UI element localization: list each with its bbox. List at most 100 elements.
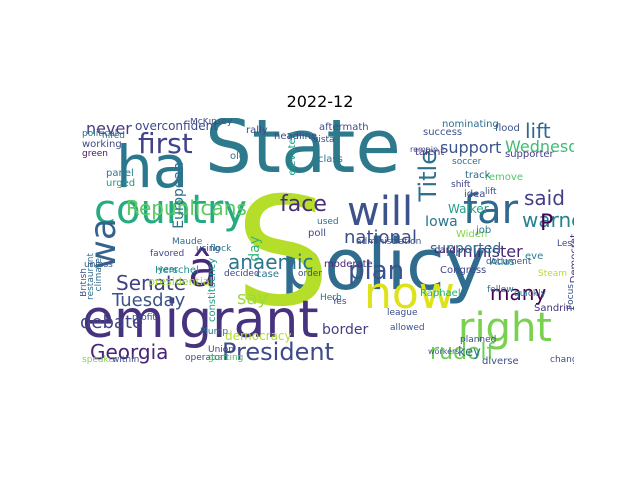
word-hired: hired — [102, 131, 125, 141]
word-maude: Maude — [172, 237, 203, 247]
word-job: job — [476, 225, 492, 236]
word-rudolf: rudolf — [430, 340, 495, 365]
word-widen: Widen — [456, 229, 488, 240]
word-herb: Herb — [320, 293, 342, 303]
word-class: class — [318, 154, 343, 165]
word-moderate: moderate — [324, 259, 373, 270]
word-document: document — [486, 257, 532, 267]
word-shift: shift — [451, 180, 471, 190]
word-league: league — [387, 308, 418, 318]
word-country: country — [94, 187, 247, 233]
word-said: said — [524, 186, 565, 210]
word-wednesday: Wednesday — [505, 137, 574, 156]
word-iowa: Iowa — [425, 214, 458, 230]
word-success: success — [423, 127, 463, 138]
word-never: never — [86, 119, 132, 138]
word-emigrant: emigrant — [82, 290, 319, 350]
word-eve: eve — [525, 251, 544, 262]
word-atlas: Atlas — [490, 257, 515, 268]
word-state: State — [205, 118, 401, 190]
word-support: support — [440, 138, 502, 157]
word-vista: vista — [313, 135, 335, 145]
word-plan: plan — [348, 256, 405, 286]
word-will: will — [347, 189, 414, 235]
word-order: order — [298, 269, 322, 279]
word-card: card — [434, 245, 456, 256]
word-year: year — [158, 265, 179, 275]
word-key: key — [458, 345, 481, 360]
word-union: Union — [208, 345, 235, 355]
word-used: used — [317, 217, 339, 227]
word-lift: lift — [525, 119, 551, 143]
word-old: old — [230, 151, 246, 162]
word-s: S — [235, 166, 331, 340]
word-warned: warned — [522, 208, 574, 232]
word-urged: urged — [106, 178, 136, 189]
word-remain: remain — [410, 145, 439, 154]
word-yes: Yes — [332, 297, 347, 307]
word-border: border — [322, 322, 369, 338]
word-georgia: Georgia — [90, 340, 169, 364]
word-president: President — [222, 338, 334, 365]
word-national: national — [344, 227, 417, 248]
word-using: using — [196, 244, 221, 254]
word-quickly: quickly — [514, 289, 546, 299]
word-administration: administration — [356, 237, 422, 247]
word-allowed: allowed — [390, 323, 425, 333]
word-less: Less — [557, 239, 574, 249]
word-operator: operator — [185, 353, 224, 363]
word-climate: climate — [94, 258, 104, 292]
word-diverse: diverse — [482, 356, 519, 366]
word-decided: decided — [224, 269, 260, 279]
word-ha: ha — [116, 133, 189, 201]
word-panel: panel — [106, 168, 134, 179]
word-minister: minister — [457, 242, 523, 261]
word-face: face — [280, 192, 327, 217]
word-green: green — [82, 149, 108, 159]
word-sandrine: Sandrine — [534, 303, 574, 314]
word-presidential: presidential — [148, 275, 213, 288]
word-remove: remove — [485, 172, 523, 183]
word-democracy: democracy — [225, 329, 292, 343]
word-fellow: fellow — [487, 285, 514, 295]
word-grafting: grafting — [208, 353, 244, 363]
word-aftermath: aftermath — [319, 122, 369, 133]
word-constituency: constituency — [207, 258, 218, 323]
word-change: change — [550, 355, 574, 365]
word-congress: Congress — [440, 265, 487, 276]
word-supported: supported — [430, 241, 502, 257]
figure-title: 2022-12 — [286, 92, 354, 111]
word-rally: rally — [246, 125, 268, 136]
word-flock: flock — [210, 244, 232, 254]
word-walker: Walker — [448, 202, 489, 216]
word-flood: flood — [495, 123, 520, 134]
word-day: day — [247, 236, 263, 262]
word-nominating: nominating — [442, 119, 499, 130]
word-poll: poll — [308, 228, 327, 239]
word-working: working — [82, 139, 122, 150]
word-tuesday: Tuesday — [112, 290, 186, 311]
word-track: track — [465, 170, 491, 181]
word-overconfident: overconfident — [135, 119, 218, 133]
word-unless: unless — [84, 260, 113, 270]
word-focus: Focus — [566, 284, 574, 310]
word-senate: Senate — [116, 271, 187, 295]
word-raphael: Raphael — [420, 288, 461, 299]
word-european: European — [171, 162, 187, 229]
word-first: first — [138, 127, 193, 160]
word-talent: talent — [415, 147, 445, 158]
word-far: far — [463, 187, 519, 233]
word-lift: lift — [485, 187, 497, 197]
word-workers: workers — [428, 347, 460, 356]
word-planned: planned — [460, 335, 497, 345]
word-profit: profit — [132, 313, 156, 323]
word-steam: Steam — [538, 269, 568, 279]
word-republicans: Republicans — [126, 196, 247, 220]
word-supporter: supporter — [505, 149, 554, 160]
word-restaurant: restaurant — [86, 253, 96, 300]
word-herschel: Herschel — [155, 265, 199, 276]
word-favored: favored — [150, 249, 185, 259]
word-headline: headline — [274, 131, 318, 142]
